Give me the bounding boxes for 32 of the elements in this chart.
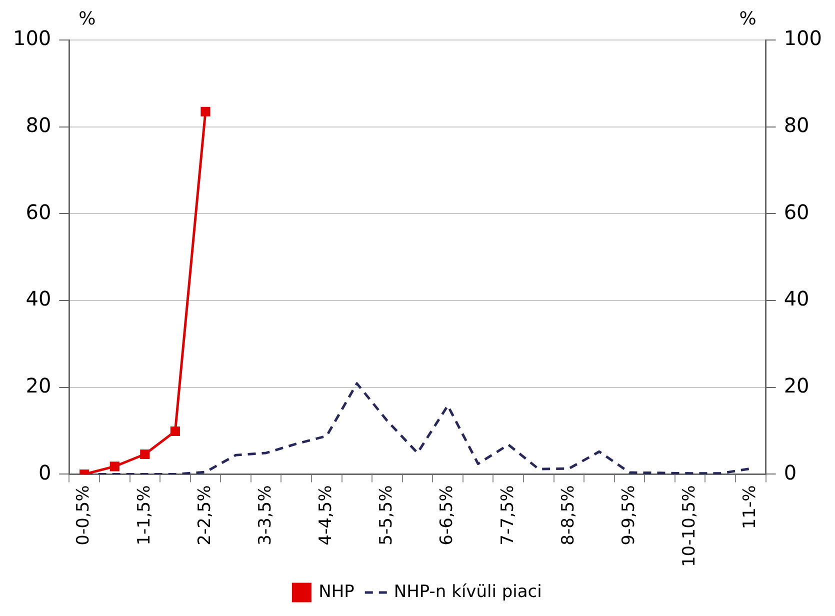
y2-tick-label: 40: [784, 286, 810, 311]
y2-tick-label: 100: [784, 26, 822, 50]
point: [110, 462, 120, 472]
point: [200, 106, 210, 116]
x-tick-label: 11-%: [740, 485, 760, 530]
y-tick-label: 40: [26, 286, 52, 311]
x-tick-label: 3-3,5%: [255, 485, 276, 546]
x-tick-label: 5-5,5%: [376, 485, 397, 546]
x-tick-label: 9-9,5%: [618, 485, 639, 546]
y-tick-label: 80: [26, 113, 52, 138]
x-tick-label: 4-4,5%: [316, 485, 336, 546]
point: [140, 449, 150, 460]
y-axis-title: %: [78, 8, 96, 30]
x-tick-label: 7-7,5%: [498, 485, 518, 546]
legend-label: NHP-n kívüli piaci: [394, 582, 542, 602]
x-tick-label: 6-6,5%: [437, 485, 458, 546]
y2-tick-label: 0: [784, 460, 797, 484]
x-tick-label: 2-2,5%: [194, 485, 215, 546]
y-tick-label: 100: [12, 26, 52, 50]
y-tick-label: 0: [38, 460, 52, 484]
legend-label: NHP: [318, 582, 354, 602]
y-tick-label: 60: [26, 200, 52, 224]
y2-tick-label: 20: [784, 374, 810, 398]
y2-tick-label: 60: [784, 200, 810, 224]
y-tick-label: 20: [26, 374, 52, 398]
x-tick-label: 10-10,5%: [680, 485, 700, 568]
y2-tick-label: 80: [784, 113, 810, 138]
point: [170, 426, 180, 436]
x-tick-label: 1-1,5%: [134, 485, 154, 546]
x-tick-label: 0-0,5%: [74, 485, 94, 546]
y2-axis-title: %: [739, 8, 756, 30]
x-tick-label: 8-8,5%: [558, 485, 578, 546]
